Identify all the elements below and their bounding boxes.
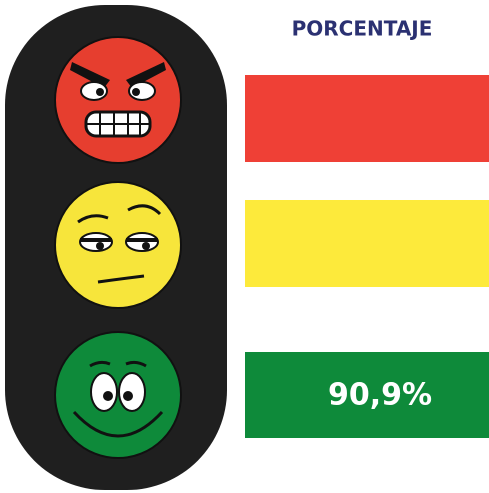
bored-face <box>55 182 181 308</box>
page: PORCENTAJE 90,9% (() => { const data = J… <box>0 0 489 493</box>
yellow-level-bar <box>245 200 489 287</box>
traffic-light-graphic: PORCENTAJE 90,9% <box>0 0 489 493</box>
green-level-label: 90,9% <box>328 378 432 413</box>
red-level-bar <box>245 75 489 162</box>
happy-face <box>55 332 181 458</box>
title: PORCENTAJE <box>292 17 433 41</box>
angry-face <box>55 37 181 163</box>
